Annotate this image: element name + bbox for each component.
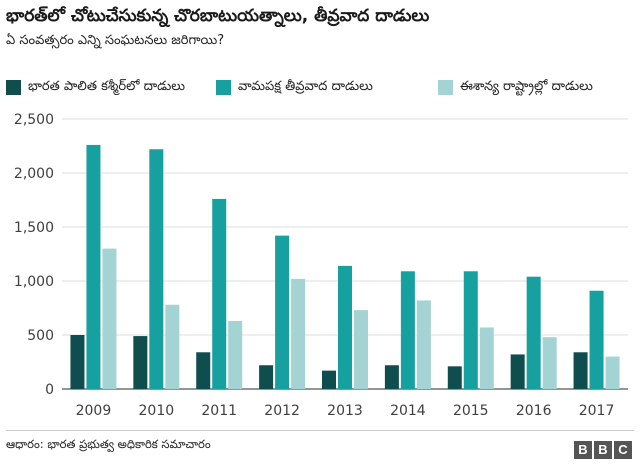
chart-subtitle: ఏ సంవత్సరం ఎన్ని సంఘటనలు జరిగాయి? <box>6 33 225 48</box>
bar-chart: 0 500 1,000 1,500 2,000 2,500 2009 2010 2011 2012… <box>14 112 628 419</box>
bar-northeast-2009 <box>102 248 117 389</box>
y-tick-label: 1,500 <box>14 220 54 236</box>
bar-northeast-2013 <box>354 310 368 389</box>
legend-swatch-kashmir <box>6 80 21 95</box>
bar-kashmir-2012 <box>259 365 274 389</box>
bar-kashmir-2015 <box>447 366 462 389</box>
x-tick-label: 2011 <box>201 403 237 419</box>
legend-label-left-wing: వామపక్ష తీవ్రవాద దాడులు <box>238 79 373 94</box>
bar-kashmir-2016 <box>510 354 525 389</box>
legend-swatch-northeast <box>438 80 453 95</box>
bar-left-wing-2009 <box>86 144 101 389</box>
source-note: ఆధారం: భారత ప్రభుత్వ అధికారిక సమాచారం <box>6 437 211 451</box>
bar-northeast-2016 <box>542 337 557 389</box>
bar-kashmir-2011 <box>196 352 211 389</box>
y-tick-label: 1,000 <box>14 274 54 290</box>
bar-left-wing-2015 <box>463 271 478 389</box>
bar-northeast-2015 <box>479 327 494 389</box>
footer-divider <box>6 430 634 431</box>
bbc-logo-letter: B <box>594 441 612 459</box>
legend-swatch-left-wing <box>216 80 231 95</box>
legend: భారత పాలిత కశ్మీర్‌లో దాడులు వామపక్ష తీవ… <box>6 78 634 98</box>
y-tick-label: 2,500 <box>14 112 54 128</box>
x-tick-label: 2016 <box>516 403 552 419</box>
bar-northeast-2010 <box>165 304 180 389</box>
bar-left-wing-2011 <box>212 198 227 389</box>
x-tick-label: 2015 <box>453 403 489 419</box>
bar-kashmir-2009 <box>70 335 85 389</box>
chart-title: భారత్‌లో చోటుచేసుకున్న చొరబాటుయత్నాలు, త… <box>6 6 430 26</box>
y-tick-label: 500 <box>27 328 54 344</box>
x-tick-label: 2014 <box>390 403 426 419</box>
x-tick-label: 2017 <box>579 403 615 419</box>
bar-left-wing-2017 <box>589 290 604 389</box>
y-tick-label: 2,000 <box>14 166 54 182</box>
x-tick-label: 2013 <box>327 403 363 419</box>
bar-kashmir-2014 <box>384 365 399 389</box>
legend-label-kashmir: భారత పాలిత కశ్మీర్‌లో దాడులు <box>28 79 185 94</box>
x-tick-label: 2012 <box>264 403 300 419</box>
bar-northeast-2014 <box>416 300 431 389</box>
y-tick-label: 0 <box>45 382 54 398</box>
bar-northeast-2011 <box>228 320 243 389</box>
legend-label-northeast: ఈశాన్య రాష్ట్రాల్లో దాడులు <box>460 79 593 94</box>
bar-kashmir-2017 <box>573 352 588 389</box>
bar-kashmir-2013 <box>322 370 336 389</box>
bar-left-wing-2014 <box>400 271 415 389</box>
bbc-logo-letter: C <box>614 441 632 459</box>
bar-left-wing-2016 <box>526 276 541 389</box>
bar-left-wing-2013 <box>338 265 352 389</box>
bar-left-wing-2010 <box>149 149 164 389</box>
bar-northeast-2012 <box>291 278 306 389</box>
bbc-logo-letter: B <box>574 441 592 459</box>
x-tick-label: 2010 <box>139 403 175 419</box>
x-tick-label: 2009 <box>76 403 112 419</box>
bar-left-wing-2012 <box>275 235 290 389</box>
bar-northeast-2017 <box>605 356 620 389</box>
bar-kashmir-2010 <box>133 336 148 389</box>
